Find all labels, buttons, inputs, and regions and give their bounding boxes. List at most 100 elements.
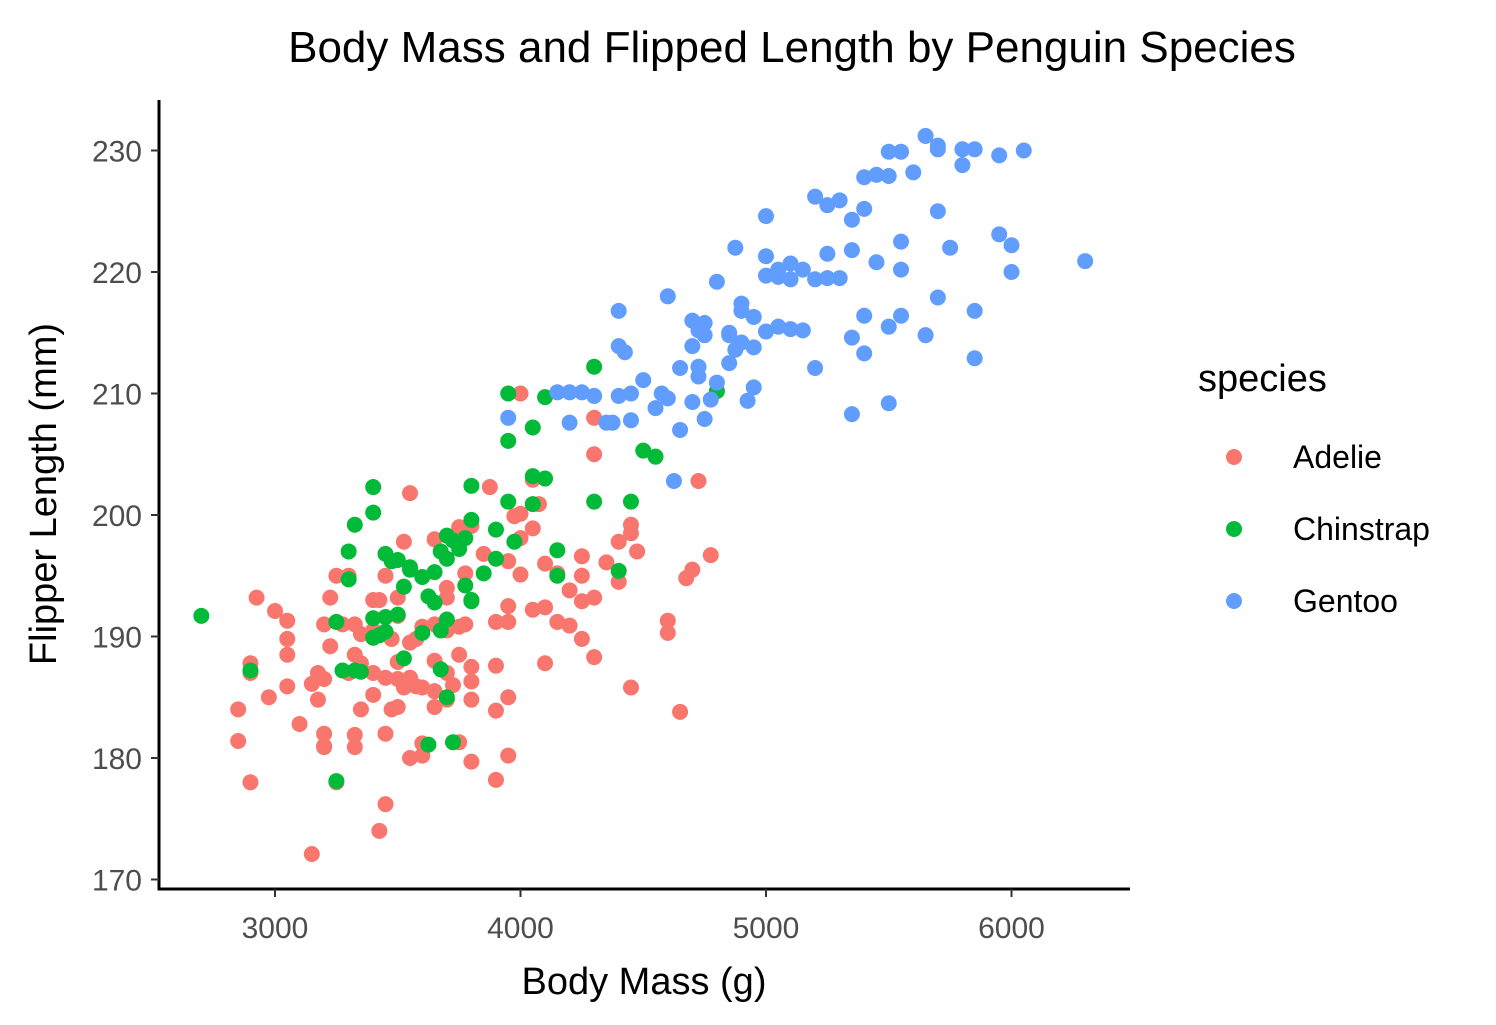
data-point-gentoo xyxy=(672,359,689,376)
data-point-adelie xyxy=(377,796,394,813)
data-point-gentoo xyxy=(702,391,719,408)
data-point-gentoo xyxy=(745,339,762,356)
legend-label-chinstrap: Chinstrap xyxy=(1293,511,1430,547)
data-point-gentoo xyxy=(868,254,885,271)
data-point-adelie xyxy=(426,683,443,700)
data-point-adelie xyxy=(659,624,676,641)
data-point-gentoo xyxy=(893,233,910,250)
legend: species Adelie Chinstrap Gentoo xyxy=(1198,358,1430,619)
data-point-adelie xyxy=(512,385,529,402)
data-point-adelie xyxy=(346,726,363,743)
data-point-gentoo xyxy=(770,268,787,285)
data-point-chinstrap xyxy=(506,533,523,550)
data-point-chinstrap xyxy=(365,610,382,627)
data-point-gentoo xyxy=(561,414,578,431)
data-point-gentoo xyxy=(856,200,873,217)
data-point-gentoo xyxy=(727,239,744,256)
data-point-adelie xyxy=(622,525,639,542)
data-point-gentoo xyxy=(665,472,682,489)
data-point-gentoo xyxy=(905,164,922,181)
data-point-chinstrap xyxy=(432,543,449,560)
data-points xyxy=(193,127,1094,862)
data-point-chinstrap xyxy=(340,571,357,588)
data-point-adelie xyxy=(279,678,296,695)
data-point-chinstrap xyxy=(438,689,455,706)
data-point-chinstrap xyxy=(432,661,449,678)
y-tick-label: 230 xyxy=(92,136,142,169)
data-point-adelie xyxy=(316,739,333,756)
data-point-gentoo xyxy=(745,308,762,325)
data-point-chinstrap xyxy=(622,493,639,510)
data-point-gentoo xyxy=(942,239,959,256)
data-point-adelie xyxy=(309,691,326,708)
data-point-adelie xyxy=(573,593,590,610)
data-point-gentoo xyxy=(708,374,725,391)
data-point-gentoo xyxy=(893,143,910,160)
data-point-gentoo xyxy=(782,255,799,272)
data-point-gentoo xyxy=(917,127,934,144)
data-point-adelie xyxy=(561,582,578,599)
data-point-adelie xyxy=(487,702,504,719)
data-point-adelie xyxy=(500,747,517,764)
legend-key-chinstrap xyxy=(1226,521,1242,537)
data-point-chinstrap xyxy=(463,592,480,609)
data-point-adelie xyxy=(377,725,394,742)
data-point-gentoo xyxy=(917,327,934,344)
data-point-adelie xyxy=(500,598,517,615)
data-point-adelie xyxy=(316,671,333,688)
data-point-adelie xyxy=(512,566,529,583)
data-point-gentoo xyxy=(690,368,707,385)
data-point-chinstrap xyxy=(500,432,517,449)
data-point-gentoo xyxy=(794,261,811,278)
data-point-adelie xyxy=(500,613,517,630)
data-point-chinstrap xyxy=(586,358,603,375)
data-point-adelie xyxy=(672,703,689,720)
data-point-adelie xyxy=(402,750,419,766)
data-point-gentoo xyxy=(758,267,774,284)
data-point-chinstrap xyxy=(328,613,345,630)
data-point-gentoo xyxy=(843,211,860,228)
data-point-adelie xyxy=(444,677,461,694)
data-point-adelie xyxy=(586,589,603,606)
data-point-adelie xyxy=(573,567,590,584)
data-point-adelie xyxy=(377,669,394,686)
data-point-gentoo xyxy=(739,392,756,409)
data-point-gentoo xyxy=(561,384,578,401)
data-point-chinstrap xyxy=(414,568,431,585)
data-point-gentoo xyxy=(991,226,1008,243)
data-point-chinstrap xyxy=(549,542,566,559)
data-point-adelie xyxy=(352,701,369,718)
data-point-chinstrap xyxy=(457,530,474,547)
data-point-gentoo xyxy=(966,141,983,158)
data-point-chinstrap xyxy=(334,662,351,679)
chart-title: Body Mass and Flipped Length by Penguin … xyxy=(288,23,1296,72)
data-point-adelie xyxy=(610,573,627,590)
data-point-gentoo xyxy=(733,334,750,351)
data-point-adelie xyxy=(371,822,388,839)
data-point-adelie xyxy=(586,446,603,463)
data-point-gentoo xyxy=(819,270,836,287)
data-point-adelie xyxy=(561,617,578,634)
data-point-adelie xyxy=(230,701,247,718)
data-point-chinstrap xyxy=(586,493,603,510)
data-point-adelie xyxy=(690,472,707,489)
legend-items: Adelie Chinstrap Gentoo xyxy=(1226,439,1430,619)
data-point-adelie xyxy=(322,589,339,606)
y-tick-label: 200 xyxy=(92,500,142,533)
data-point-chinstrap xyxy=(537,470,554,487)
data-point-adelie xyxy=(463,753,480,770)
data-point-gentoo xyxy=(635,372,652,389)
y-tick-label: 170 xyxy=(92,865,142,898)
data-point-adelie xyxy=(230,732,247,749)
data-point-adelie xyxy=(573,630,590,647)
data-point-adelie xyxy=(279,646,296,663)
data-point-gentoo xyxy=(966,302,983,319)
data-point-chinstrap xyxy=(242,662,259,679)
data-point-gentoo xyxy=(622,412,639,429)
legend-label-adelie: Adelie xyxy=(1293,439,1382,475)
data-point-chinstrap xyxy=(500,493,517,510)
data-point-chinstrap xyxy=(457,577,474,594)
data-point-adelie xyxy=(426,698,443,715)
data-point-gentoo xyxy=(794,322,811,339)
data-point-chinstrap xyxy=(524,468,541,485)
